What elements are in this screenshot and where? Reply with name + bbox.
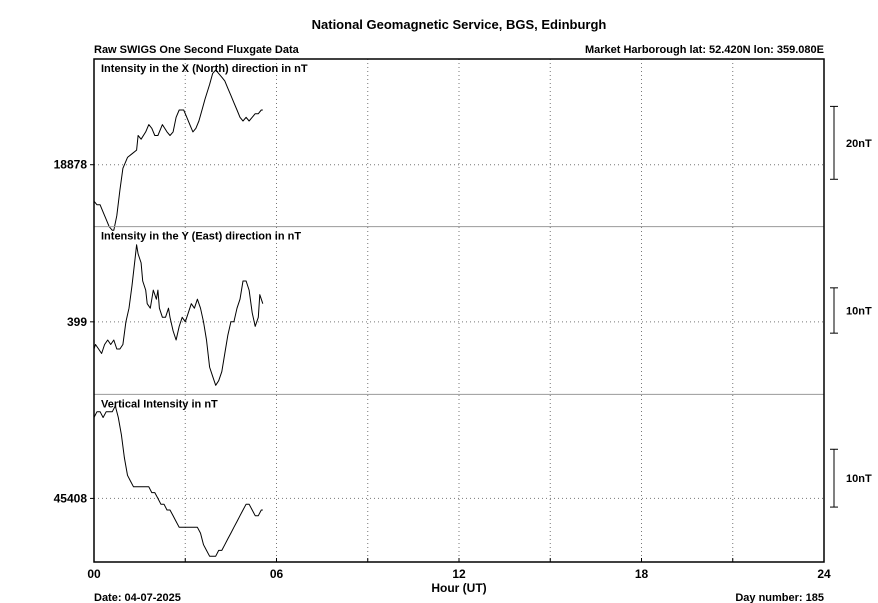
panel-2: 399 Intensity in the Y (East) direction i… (67, 226, 872, 386)
panel-1: 18878 Intensity in the X (North) directio… (54, 63, 872, 231)
scale-label: 20nT (846, 138, 872, 150)
plot-frame (93, 58, 825, 563)
x-tick-label: 00 (87, 567, 101, 581)
series-line (93, 405, 263, 557)
panel-title: Intensity in the X (North) direction in … (101, 63, 308, 75)
grid-lines (184, 59, 734, 562)
footer-date: Date: 04-07-2025 (94, 592, 181, 603)
x-tick-label: 24 (817, 567, 831, 581)
x-tick-label: 18 (635, 567, 649, 581)
baseline-label: 45408 (54, 491, 88, 505)
series-line (93, 244, 264, 386)
x-axis: 00 06 12 18 24 (87, 558, 831, 581)
x-tick-label: 12 (452, 567, 466, 581)
baseline-label: 18878 (54, 158, 88, 172)
panel-3: 45408 Vertical Intensity in nT 10nT (54, 393, 872, 557)
panel-title: Vertical Intensity in nT (101, 398, 218, 410)
x-axis-label: Hour (UT) (431, 581, 486, 595)
scale-label: 10nT (846, 306, 872, 318)
series-line (93, 69, 263, 231)
x-tick-label: 06 (270, 567, 284, 581)
scale-label: 10nT (846, 473, 872, 485)
chart-subtitle-right: Market Harborough lat: 52.420N lon: 359.… (585, 44, 824, 56)
panel-title: Intensity in the Y (East) direction in n… (101, 231, 301, 243)
chart-title: National Geomagnetic Service, BGS, Edinb… (312, 17, 607, 32)
panels: 18878 Intensity in the X (North) directio… (54, 63, 872, 557)
baseline-label: 399 (67, 315, 87, 329)
chart-subtitle-left: Raw SWIGS One Second Fluxgate Data (94, 44, 300, 56)
footer-day-number: Day number: 185 (735, 592, 824, 603)
